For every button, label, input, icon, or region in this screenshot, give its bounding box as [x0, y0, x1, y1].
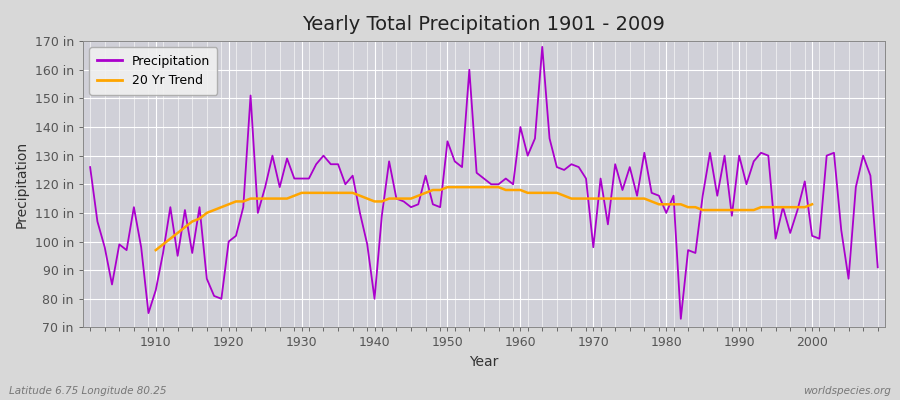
- 20 Yr Trend: [806, 202, 817, 207]
- Precipitation: [85, 165, 95, 170]
- Title: Yearly Total Precipitation 1901 - 2009: Yearly Total Precipitation 1901 - 2009: [302, 15, 665, 34]
- Precipitation: [610, 162, 621, 167]
- Line: 20 Yr Trend: 20 Yr Trend: [156, 187, 812, 250]
- 20 Yr Trend: [792, 205, 803, 210]
- 20 Yr Trend: [318, 190, 328, 195]
- Y-axis label: Precipitation: Precipitation: [15, 141, 29, 228]
- 20 Yr Trend: [712, 208, 723, 212]
- 20 Yr Trend: [442, 185, 453, 190]
- Precipitation: [143, 311, 154, 316]
- Line: Precipitation: Precipitation: [90, 47, 878, 319]
- Legend: Precipitation, 20 Yr Trend: Precipitation, 20 Yr Trend: [89, 47, 217, 95]
- Text: Latitude 6.75 Longitude 80.25: Latitude 6.75 Longitude 80.25: [9, 386, 166, 396]
- 20 Yr Trend: [303, 190, 314, 195]
- 20 Yr Trend: [799, 205, 810, 210]
- X-axis label: Year: Year: [469, 355, 499, 369]
- Precipitation: [347, 173, 358, 178]
- Precipitation: [537, 44, 548, 49]
- Precipitation: [303, 176, 314, 181]
- 20 Yr Trend: [150, 248, 161, 252]
- Precipitation: [515, 125, 526, 130]
- 20 Yr Trend: [230, 199, 241, 204]
- Precipitation: [675, 316, 686, 321]
- Text: worldspecies.org: worldspecies.org: [803, 386, 891, 396]
- Precipitation: [508, 182, 518, 187]
- Precipitation: [872, 265, 883, 270]
